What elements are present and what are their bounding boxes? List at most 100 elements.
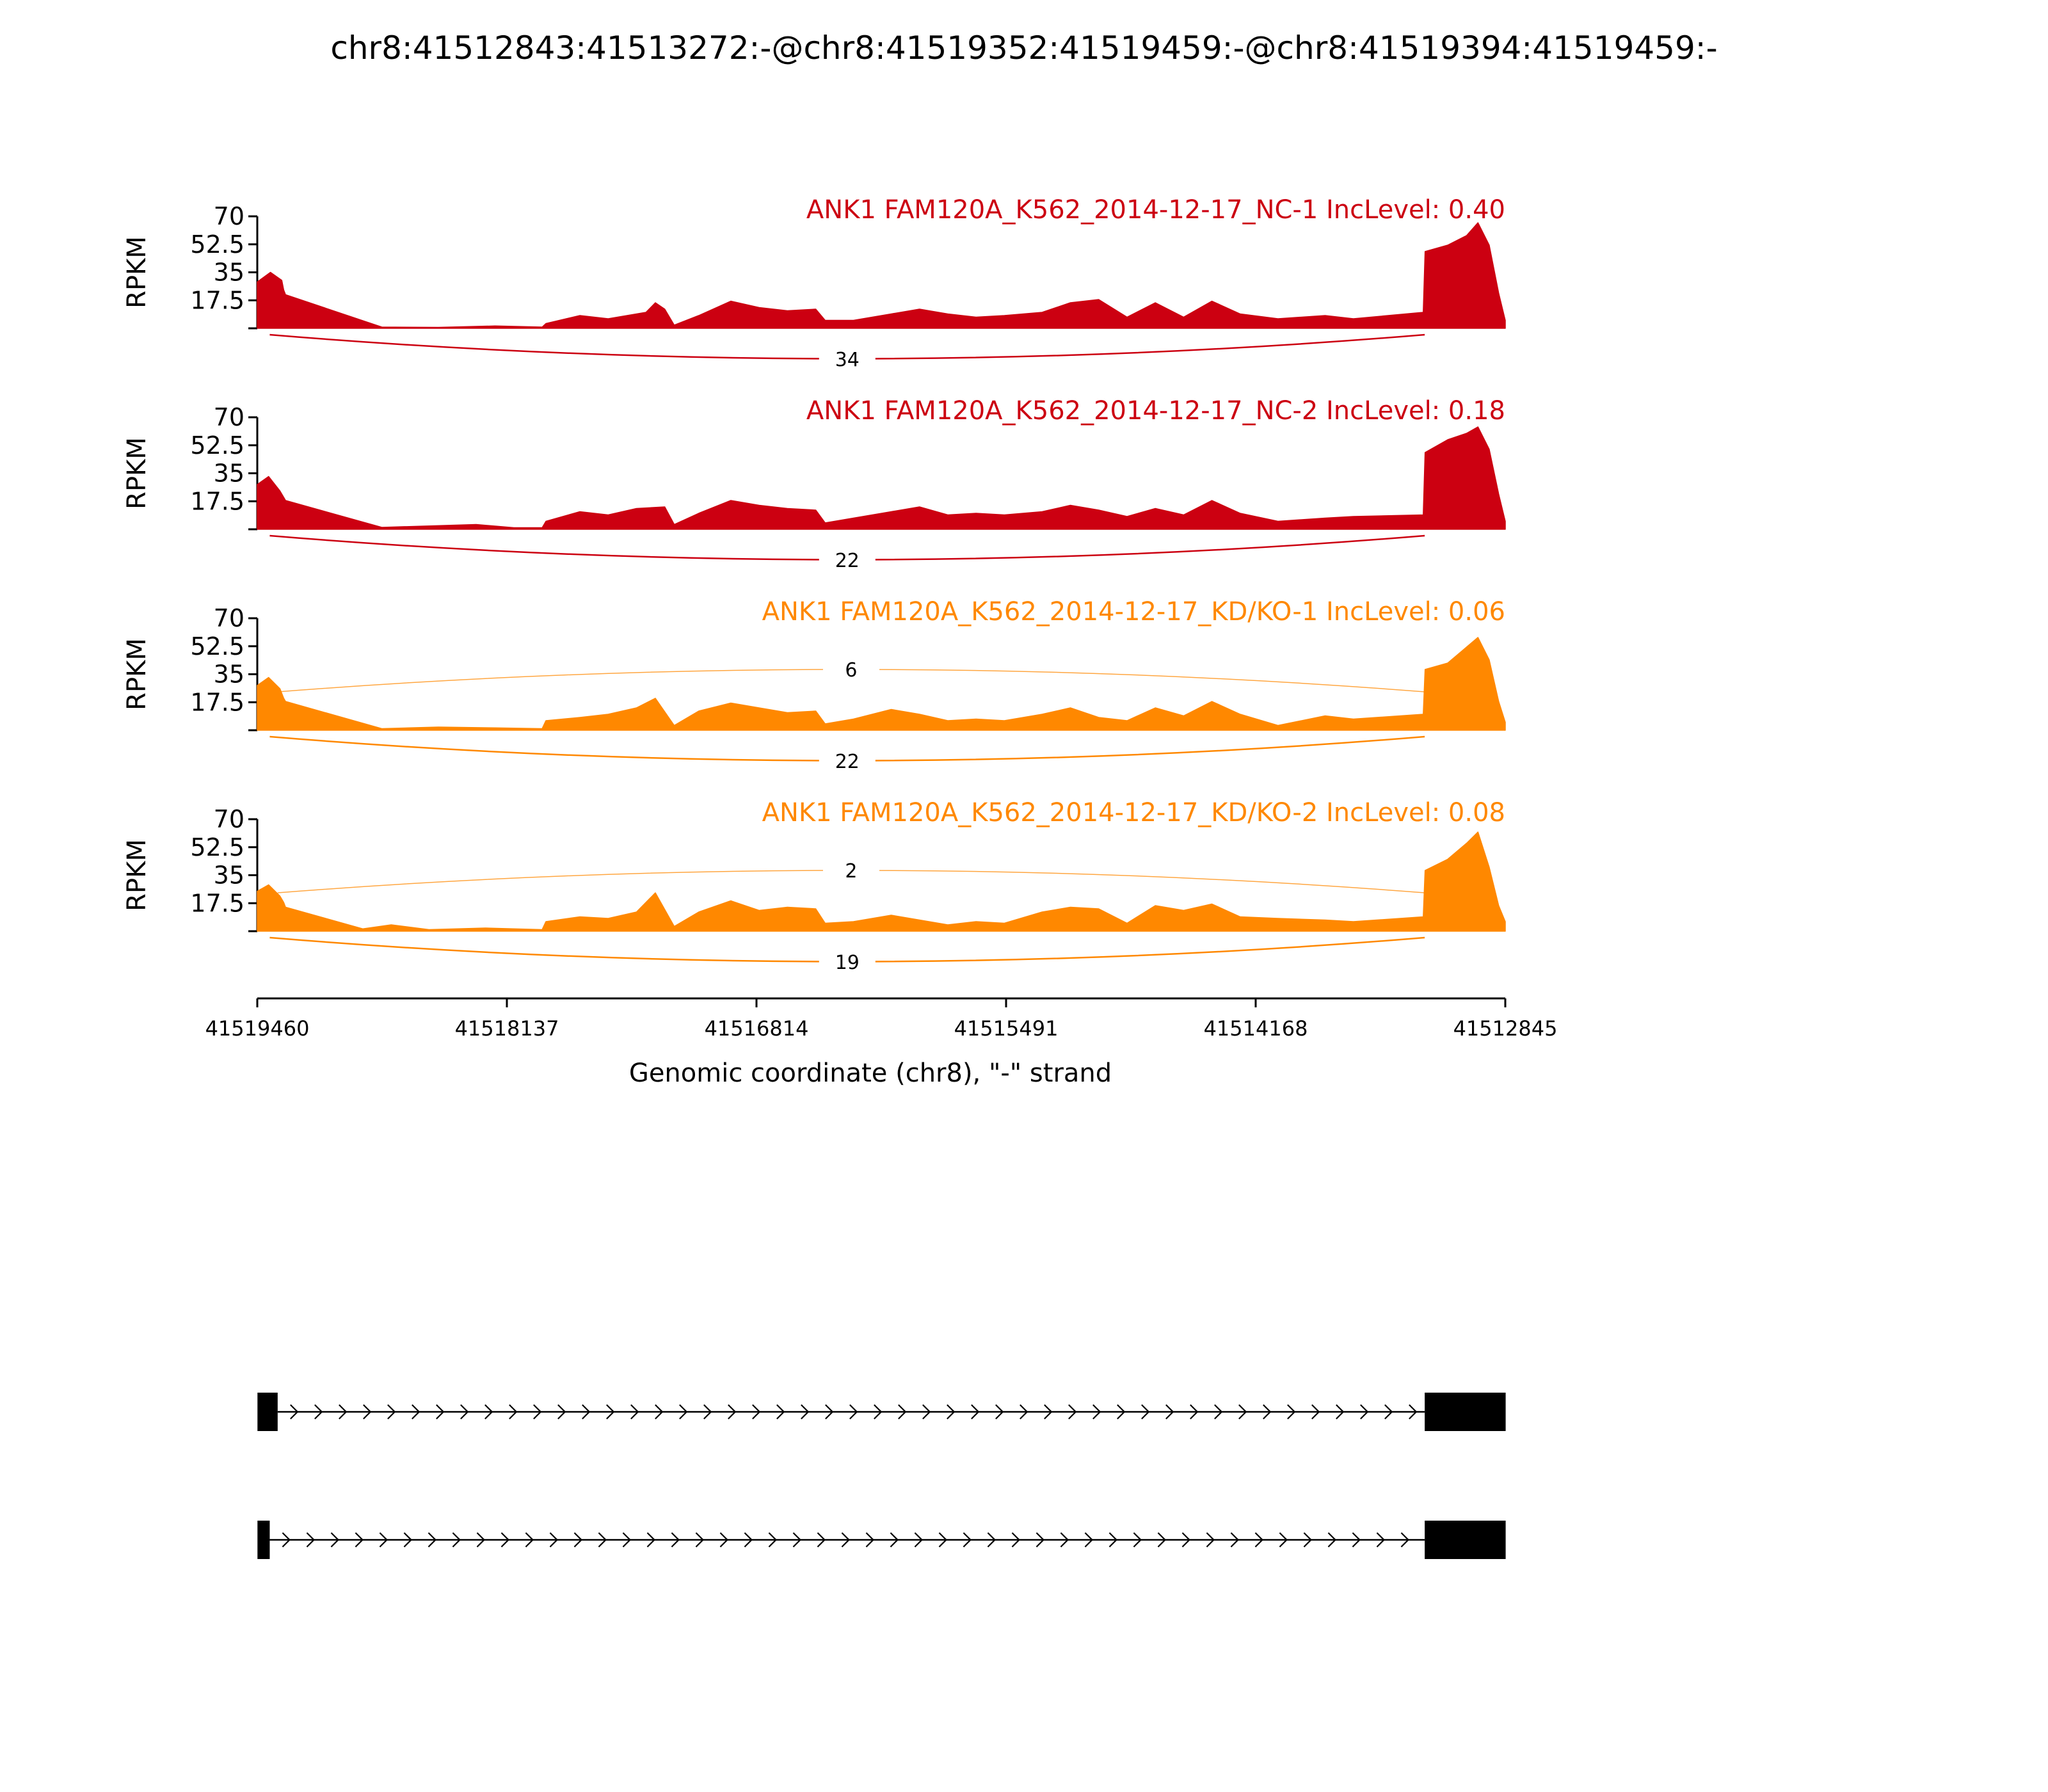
strand-arrow [306, 1532, 316, 1548]
strand-arrow [995, 1404, 1004, 1420]
strand-arrow [428, 1532, 437, 1548]
junction-count-bg [822, 858, 879, 883]
strand-arrow [1165, 1404, 1174, 1420]
strand-arrow [1376, 1532, 1386, 1548]
strand-arrow [1279, 1532, 1288, 1548]
strand-arrow [460, 1404, 469, 1420]
y-axis-label: RPKM [122, 638, 152, 710]
x-tick-label: 41518137 [455, 1016, 559, 1041]
strand-arrow [776, 1404, 785, 1420]
strand-arrow [1068, 1404, 1077, 1420]
strand-arrow [1044, 1404, 1053, 1420]
y-tick-label: 17.5 [190, 889, 244, 917]
strand-arrow [825, 1404, 834, 1420]
coverage-area [257, 426, 1506, 530]
strand-arrow [509, 1404, 518, 1420]
strand-arrow [1238, 1404, 1247, 1420]
strand-arrow [841, 1532, 851, 1548]
y-tick-label: 35 [214, 660, 244, 689]
strand-arrow [646, 1532, 656, 1548]
strand-arrow [914, 1532, 924, 1548]
track-label: ANK1 FAM120A_K562_2014-12-17_KD/KO-2 Inc… [762, 798, 1505, 828]
y-tick-label: 17.5 [190, 487, 244, 515]
strand-arrow [622, 1532, 632, 1548]
y-tick-label: 52.5 [190, 230, 244, 259]
strand-arrow [314, 1404, 323, 1420]
y-tick-label: 35 [214, 259, 244, 287]
strand-arrow [719, 1532, 729, 1548]
strand-arrow [1206, 1532, 1215, 1548]
strand-arrow [282, 1532, 291, 1548]
strand-arrow [865, 1532, 875, 1548]
strand-arrow [703, 1404, 712, 1420]
exon-block [257, 1521, 270, 1559]
coverage-area [257, 831, 1506, 932]
strand-arrow [330, 1532, 340, 1548]
junction-count: 22 [835, 550, 860, 572]
junction-count: 2 [845, 860, 857, 883]
strand-arrow [412, 1404, 420, 1420]
strand-arrow [363, 1404, 372, 1420]
strand-arrow [874, 1404, 883, 1420]
isoform-models [257, 1393, 1506, 1559]
strand-arrow [630, 1404, 639, 1420]
junction-count: 19 [835, 952, 860, 974]
isoform-model [257, 1393, 1506, 1431]
strand-arrow [1133, 1532, 1142, 1548]
strand-arrow [987, 1532, 996, 1548]
strand-arrow [938, 1532, 948, 1548]
strand-arrow [1092, 1404, 1101, 1420]
strand-arrow [922, 1404, 931, 1420]
strand-arrow [1157, 1532, 1167, 1548]
exon-block [1425, 1393, 1506, 1431]
strand-arrow [525, 1532, 534, 1548]
strand-arrow [752, 1404, 761, 1420]
strand-arrow [355, 1532, 364, 1548]
strand-arrow [582, 1404, 591, 1420]
strand-arrow [1108, 1532, 1118, 1548]
track-label: ANK1 FAM120A_K562_2014-12-17_KD/KO-1 Inc… [762, 597, 1505, 627]
strand-arrow [1084, 1532, 1094, 1548]
y-tick-label: 52.5 [190, 431, 244, 460]
strand-arrow [387, 1404, 396, 1420]
strand-arrow [1327, 1532, 1337, 1548]
y-tick-label: 35 [214, 861, 244, 890]
junction-count: 22 [835, 751, 860, 773]
strand-arrow [1287, 1404, 1296, 1420]
strand-arrow [655, 1404, 664, 1420]
x-axis-label: Genomic coordinate (chr8), "-" strand [629, 1059, 1112, 1088]
coverage-area [257, 637, 1506, 731]
strand-arrow [1117, 1404, 1126, 1420]
strand-arrow [476, 1532, 486, 1548]
exon-block [1425, 1521, 1506, 1559]
strand-arrow [549, 1532, 559, 1548]
strand-arrow [849, 1404, 858, 1420]
strand-arrow [1303, 1532, 1313, 1548]
strand-arrow [1384, 1404, 1393, 1420]
strand-arrow [679, 1404, 688, 1420]
strand-arrow [598, 1532, 607, 1548]
strand-arrow [1311, 1404, 1320, 1420]
isoform-model [257, 1521, 1506, 1559]
strand-arrow [728, 1404, 737, 1420]
strand-arrow [1036, 1532, 1045, 1548]
strand-arrow [768, 1532, 778, 1548]
strand-arrow [817, 1532, 826, 1548]
y-tick-label: 52.5 [190, 632, 244, 660]
strand-arrow [792, 1532, 802, 1548]
junction-count: 34 [835, 349, 860, 371]
strand-arrow [436, 1404, 445, 1420]
strand-arrow [557, 1404, 566, 1420]
strand-arrow [1360, 1404, 1369, 1420]
y-tick-label: 17.5 [190, 688, 244, 716]
junction-count-bg [819, 346, 876, 372]
strand-arrow [801, 1404, 810, 1420]
strand-arrow [379, 1532, 388, 1548]
track-label: ANK1 FAM120A_K562_2014-12-17_NC-1 IncLev… [806, 195, 1505, 225]
strand-arrow [533, 1404, 542, 1420]
y-axis-label: RPKM [122, 437, 152, 509]
strand-arrow [1352, 1532, 1361, 1548]
